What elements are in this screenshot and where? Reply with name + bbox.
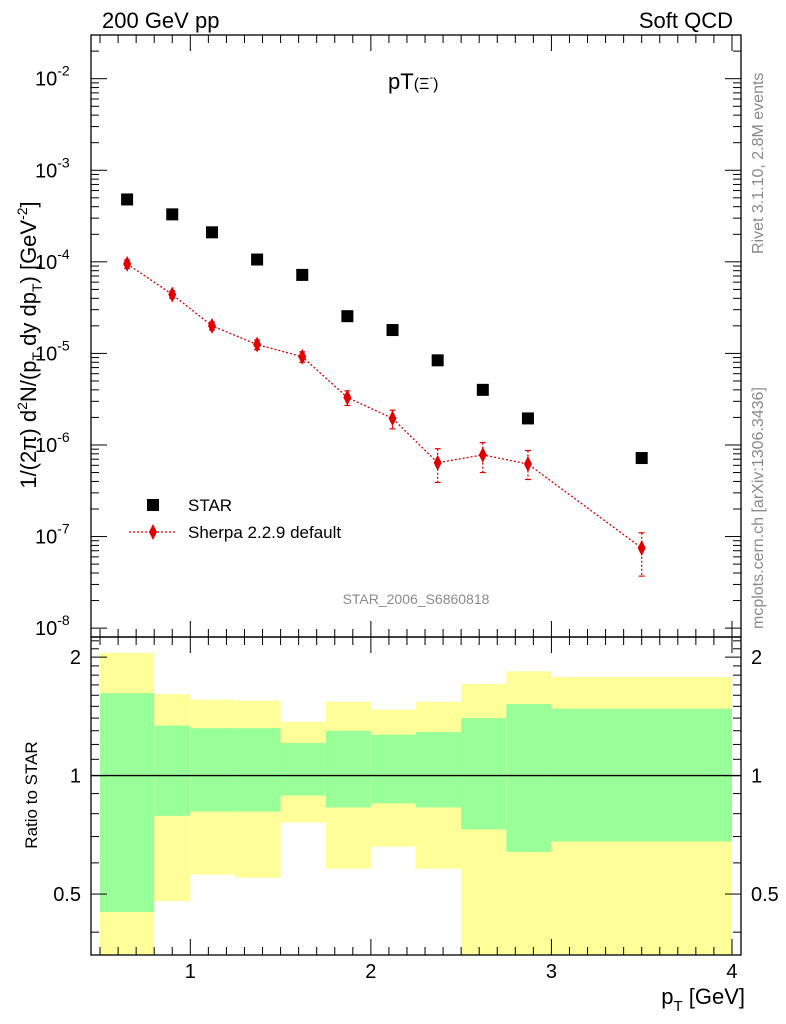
ratio-band-inner [235,728,281,812]
sherpa-data-point [207,317,216,334]
star-data-point [205,226,218,239]
star-data-point [296,268,309,281]
star-data-point [386,324,399,337]
ratio-y-axis-label: Ratio to STAR [22,741,41,848]
ratio-band-inner [325,730,371,808]
plot-title: pT(Ξ-) [388,69,438,94]
x-tick-label: 4 [726,961,737,983]
sherpa-data-point [478,446,487,463]
main-y-tick-label: 10-2 [35,63,70,91]
header-right: Soft QCD [639,8,733,33]
plot-title-xi: (Ξ [414,76,430,93]
legend-sherpa-label: Sherpa 2.2.9 default [188,523,341,542]
ratio-band-inner [461,718,507,830]
star-data-point [166,208,179,221]
plot-title-close: ) [433,76,438,93]
ratio-y-tick-label-right: 2 [751,647,762,669]
ratio-y-tick-label-left: 0.5 [53,884,81,906]
main-y-tick-label: 10-7 [35,521,70,549]
mcplots-text: mcplots.cern.ch [arXiv:1306.3436] [750,387,767,629]
ratio-y-tick-label-right: 1 [751,766,762,788]
sherpa-data-point [168,286,177,303]
legend-sherpa-marker [149,524,157,540]
sherpa-data-point [298,348,307,365]
ratio-band-inner [506,704,552,852]
x-axis-label: pT [GeV] [661,984,745,1015]
rivet-version-text: Rivet 3.1.10, 2.8M events [750,73,767,254]
main-y-tick-label: 10-3 [35,154,70,182]
ratio-band-inner [190,728,236,812]
ratio-bands [91,652,741,955]
plot-title-pt: pT [388,69,414,94]
star-data-point [431,354,444,367]
sherpa-data-point [523,455,532,472]
ratio-band-inner [280,743,326,796]
sherpa-data-point [253,336,262,353]
legend: STAR Sherpa 2.2.9 default [129,496,341,542]
legend-star-label: STAR [188,496,232,515]
star-data-point [476,383,489,396]
sherpa-data-point [637,539,646,556]
star-data-point [121,193,134,206]
analysis-id: STAR_2006_S6860818 [343,591,490,607]
ratio-band-inner [416,732,462,808]
star-data-point [635,452,648,465]
x-tick-label: 1 [185,961,196,983]
ratio-band-inner [100,693,155,913]
main-series [121,193,648,577]
plot-title-minus: - [429,72,433,84]
header-left: 200 GeV pp [102,8,219,33]
ratio-y-tick-label-right: 0.5 [751,884,779,906]
main-y-tick-label: 10-8 [35,612,70,640]
ratio-band-inner [154,725,191,816]
legend-star-marker [147,499,159,511]
x-tick-label: 3 [546,961,557,983]
panel-frames [90,34,742,956]
star-data-point [251,253,264,266]
sherpa-data-point [388,410,397,427]
ratio-band-inner [370,734,416,804]
star-data-point [521,412,534,425]
ratio-y-tick-label-left: 1 [70,766,81,788]
ratio-panel-frame [90,636,742,956]
ratio-y-tick-label-left: 2 [70,647,81,669]
star-data-point [341,310,354,323]
sherpa-data-point [433,454,442,471]
x-tick-label: 2 [365,961,376,983]
sherpa-data-point [123,255,132,272]
sherpa-data-point [343,389,352,406]
main-y-axis-label: 1/(2π) d2N/(pT dy dpT) [GeV-2] [14,201,45,488]
